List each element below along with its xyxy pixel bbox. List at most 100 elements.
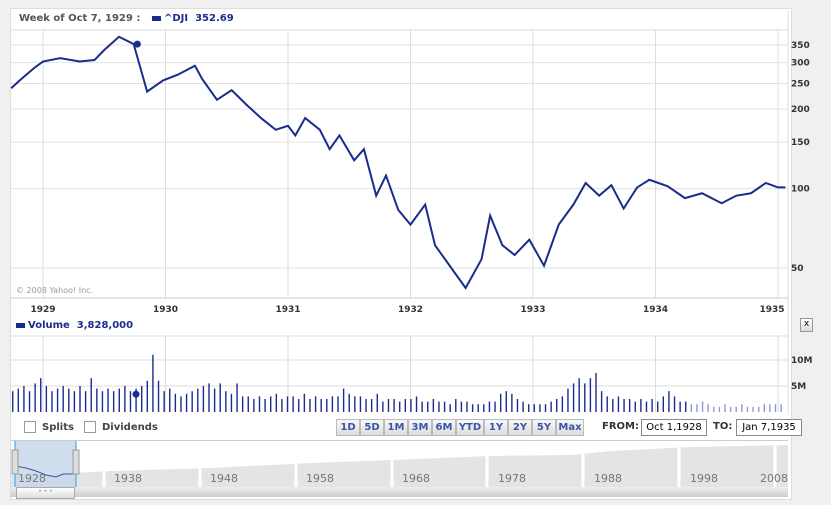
range-button-1y[interactable]: 1Y [484,419,508,436]
symbol: ^DJI [164,13,189,24]
volume-bar [359,396,362,412]
from-date-input[interactable]: Oct 1,1928 [641,419,707,436]
volume-bar [146,380,149,412]
volume-bar [303,393,306,412]
volume-bar [73,391,76,412]
volume-bar [84,391,87,412]
volume-bar [488,401,491,412]
volume-bar [292,396,294,412]
volume-bar [169,388,171,412]
volume-bar [780,404,782,412]
checkbox-box[interactable] [24,421,36,433]
range-button-6m[interactable]: 6M [432,419,456,436]
dividends-checkbox[interactable]: Dividends [84,421,158,433]
volume-bar [494,401,496,412]
volume-bar [275,393,278,412]
volume-bar [561,396,564,412]
volume-bar [634,401,636,412]
volume-bar [567,388,569,412]
volume-bar [247,396,249,412]
range-button-ytd[interactable]: YTD [456,419,484,436]
volume-bar [79,386,81,412]
volume-bar [522,401,524,412]
price-legend: ^DJI 352.69 [152,13,234,24]
y-tick-label: 350 [791,41,810,51]
volume-bar [533,404,536,412]
to-date-input[interactable]: Jan 7,1935 [736,419,802,436]
navigator-year-label: 1958 [306,472,334,485]
volume-bar [225,391,227,412]
navigator[interactable] [11,441,788,487]
volume-swatch [16,322,25,328]
range-button-3m[interactable]: 3M [408,419,432,436]
volume-bar [685,401,687,412]
volume-bar [241,396,244,412]
volume-bar [90,378,92,412]
checkbox-box[interactable] [84,421,96,433]
volume-bar [460,401,463,412]
volume-bar [208,383,210,412]
volume-bar [505,391,507,412]
scrollbar-thumb[interactable]: • • • [16,487,75,499]
volume-bar [600,391,603,412]
volume-bar [320,399,322,412]
volume-bar [185,393,188,412]
volume-bar [96,388,98,412]
volume-bar [544,404,547,412]
range-button-1d[interactable]: 1D [336,419,360,436]
x-tick-label: 1929 [30,305,55,315]
volume-bar [477,404,479,412]
volume-bar [668,391,670,412]
volume-bar [404,399,407,412]
week-label: Week of Oct 7, 1929 : [19,13,141,24]
volume-bar [56,388,59,412]
price-value: 352.69 [195,13,234,24]
navigator-year-label: 1988 [594,472,622,485]
volume-bar [679,401,681,412]
volume-bar [387,399,390,412]
volume-bar [539,404,541,412]
volume-bar [107,388,109,412]
volume-bar [769,404,771,412]
range-button-max[interactable]: Max [556,419,584,436]
volume-bar [348,393,350,412]
volume-bar [427,401,429,412]
volume-bar [264,399,266,412]
y-tick-label: 100 [791,185,810,195]
volume-bar [191,391,193,412]
volume-bar [511,393,513,412]
navigator-scrollbar[interactable] [11,487,788,497]
volume-bar [589,378,592,412]
splits-checkbox[interactable]: Splits [24,421,74,433]
range-button-2y[interactable]: 2Y [508,419,532,436]
volume-bar [623,399,625,412]
volume-bar [337,396,339,412]
volume-bar [690,404,693,412]
volume-bar [197,388,199,412]
volume-bar [499,393,502,412]
volume-bar [556,399,558,412]
volume-bar [180,396,182,412]
divider [11,440,788,441]
volume-bar [40,378,42,412]
y-tick-label: 50 [791,264,804,274]
y-tick-label: 200 [791,105,810,115]
navigator-year-label: 2008 [760,472,788,485]
x-tick-label: 1933 [520,305,545,315]
volume-bar [112,391,115,412]
navigator-year-label: 1948 [210,472,238,485]
volume-bar [354,396,356,412]
volume-bar [118,388,120,412]
volume-bar [673,396,676,412]
x-tick-label: 1935 [759,305,784,315]
volume-bar [298,399,300,412]
volume-bar [640,399,642,412]
range-button-5d[interactable]: 5D [360,419,384,436]
volume-bar [393,399,395,412]
range-button-1m[interactable]: 1M [384,419,408,436]
range-button-5y[interactable]: 5Y [532,419,556,436]
volume-bar [163,391,165,412]
close-volume-button[interactable]: x [800,318,813,332]
volume-bar [326,399,328,412]
